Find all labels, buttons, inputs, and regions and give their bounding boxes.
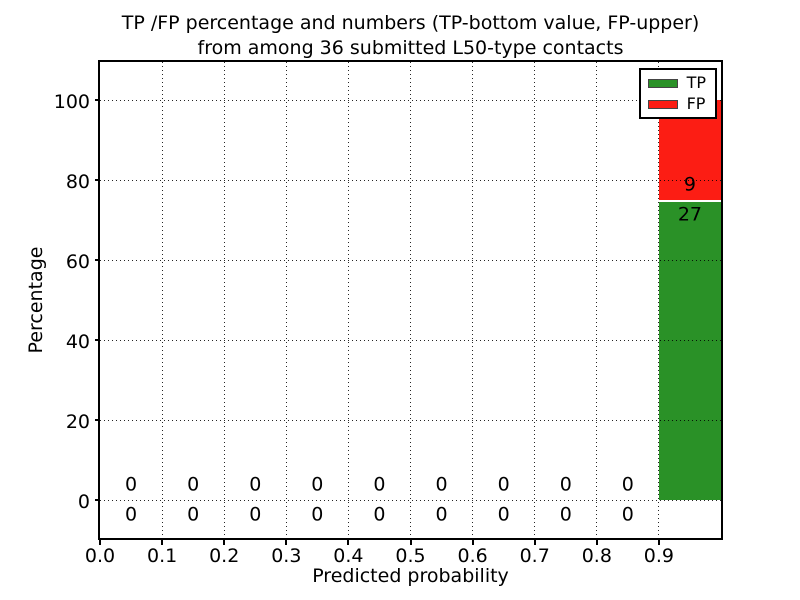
x-tick bbox=[533, 540, 536, 545]
y-tick-label: 100 bbox=[53, 91, 90, 113]
x-tick-label: 0.5 bbox=[395, 545, 426, 567]
tp-count-label: 0 bbox=[373, 503, 386, 526]
v-gridline bbox=[472, 62, 474, 538]
fp-count-label: 0 bbox=[125, 473, 138, 496]
h-gridline bbox=[100, 499, 721, 501]
h-gridline bbox=[100, 339, 721, 341]
tp-legend-label: TP bbox=[686, 73, 706, 92]
tp-bar-segment bbox=[658, 200, 721, 500]
y-tick-label: 20 bbox=[65, 411, 90, 433]
x-tick-label: 0.1 bbox=[146, 545, 178, 567]
chart-title-line2: from among 36 submitted L50-type contact… bbox=[197, 37, 624, 59]
tp-count-label: 0 bbox=[311, 503, 324, 526]
chart-title: TP /FP percentage and numbers (TP-bottom… bbox=[100, 11, 721, 61]
fp-legend-label: FP bbox=[686, 94, 706, 113]
fp-count-label: 0 bbox=[373, 473, 386, 496]
fp-count-label: 0 bbox=[559, 473, 572, 496]
h-gridline bbox=[100, 419, 721, 421]
x-tick bbox=[471, 540, 474, 545]
x-tick-label: 0.8 bbox=[581, 545, 612, 567]
h-gridline bbox=[100, 179, 721, 181]
x-tick bbox=[409, 540, 412, 545]
x-axis-label: Predicted probability bbox=[312, 565, 509, 587]
legend-item-fp: FP bbox=[647, 94, 706, 113]
v-gridline bbox=[223, 62, 225, 538]
plot-area: TP FP 0 0 0 0 0 0 0 0 0 0 0 0 0 0 0 0 0 0 9 27 bbox=[98, 60, 723, 540]
v-gridline bbox=[596, 62, 598, 538]
x-tick bbox=[99, 540, 101, 545]
tp-legend-swatch bbox=[647, 78, 678, 88]
tp-count-label: 0 bbox=[559, 503, 572, 526]
y-tick bbox=[95, 339, 100, 341]
fp-legend-swatch bbox=[647, 99, 678, 109]
tp-count-label: 0 bbox=[621, 503, 634, 526]
v-gridline bbox=[410, 62, 411, 538]
x-tick bbox=[285, 540, 288, 545]
y-tick bbox=[95, 419, 100, 421]
y-tick-label: 0 bbox=[77, 491, 90, 513]
tp-count-label: 0 bbox=[125, 503, 138, 526]
y-tick-label: 40 bbox=[65, 331, 90, 353]
fp-count-label: 0 bbox=[497, 473, 510, 496]
v-gridline bbox=[347, 62, 349, 538]
fp-count-label: 0 bbox=[435, 473, 448, 496]
fp-count-label: 0 bbox=[187, 473, 200, 496]
chart-title-line1: TP /FP percentage and numbers (TP-bottom… bbox=[121, 12, 700, 34]
tp-count-label: 0 bbox=[497, 503, 510, 526]
x-tick-label: 0.9 bbox=[643, 545, 674, 567]
legend: TP FP bbox=[638, 68, 717, 119]
y-tick bbox=[95, 259, 100, 261]
x-tick-label: 0.6 bbox=[457, 545, 488, 567]
tp-count-label: 27 bbox=[677, 203, 703, 226]
y-tick bbox=[95, 179, 100, 181]
y-tick bbox=[95, 99, 100, 101]
v-gridline bbox=[285, 62, 287, 538]
tp-count-label: 0 bbox=[249, 503, 262, 526]
x-tick-label: 0.7 bbox=[519, 545, 550, 567]
legend-item-tp: TP bbox=[647, 73, 706, 92]
fp-count-label: 0 bbox=[621, 473, 634, 496]
x-tick bbox=[223, 540, 226, 545]
fp-count-label: 9 bbox=[683, 173, 696, 196]
x-tick-label: 0.3 bbox=[271, 545, 302, 567]
tp-count-label: 0 bbox=[187, 503, 200, 526]
y-tick bbox=[95, 499, 100, 501]
y-tick-label: 60 bbox=[65, 251, 90, 273]
h-gridline bbox=[100, 99, 721, 101]
x-tick bbox=[161, 540, 164, 545]
x-tick-label: 0.4 bbox=[333, 545, 364, 567]
h-gridline bbox=[100, 259, 721, 261]
x-tick-label: 0.0 bbox=[84, 545, 116, 567]
tp-count-label: 0 bbox=[435, 503, 448, 526]
x-tick-label: 0.2 bbox=[209, 545, 240, 567]
v-gridline bbox=[161, 62, 163, 538]
y-tick-label: 80 bbox=[65, 171, 90, 193]
v-gridline bbox=[534, 62, 536, 538]
x-tick bbox=[347, 540, 350, 545]
x-tick bbox=[595, 540, 598, 545]
fp-count-label: 0 bbox=[311, 473, 324, 496]
fp-count-label: 0 bbox=[249, 473, 262, 496]
x-tick bbox=[657, 540, 660, 545]
